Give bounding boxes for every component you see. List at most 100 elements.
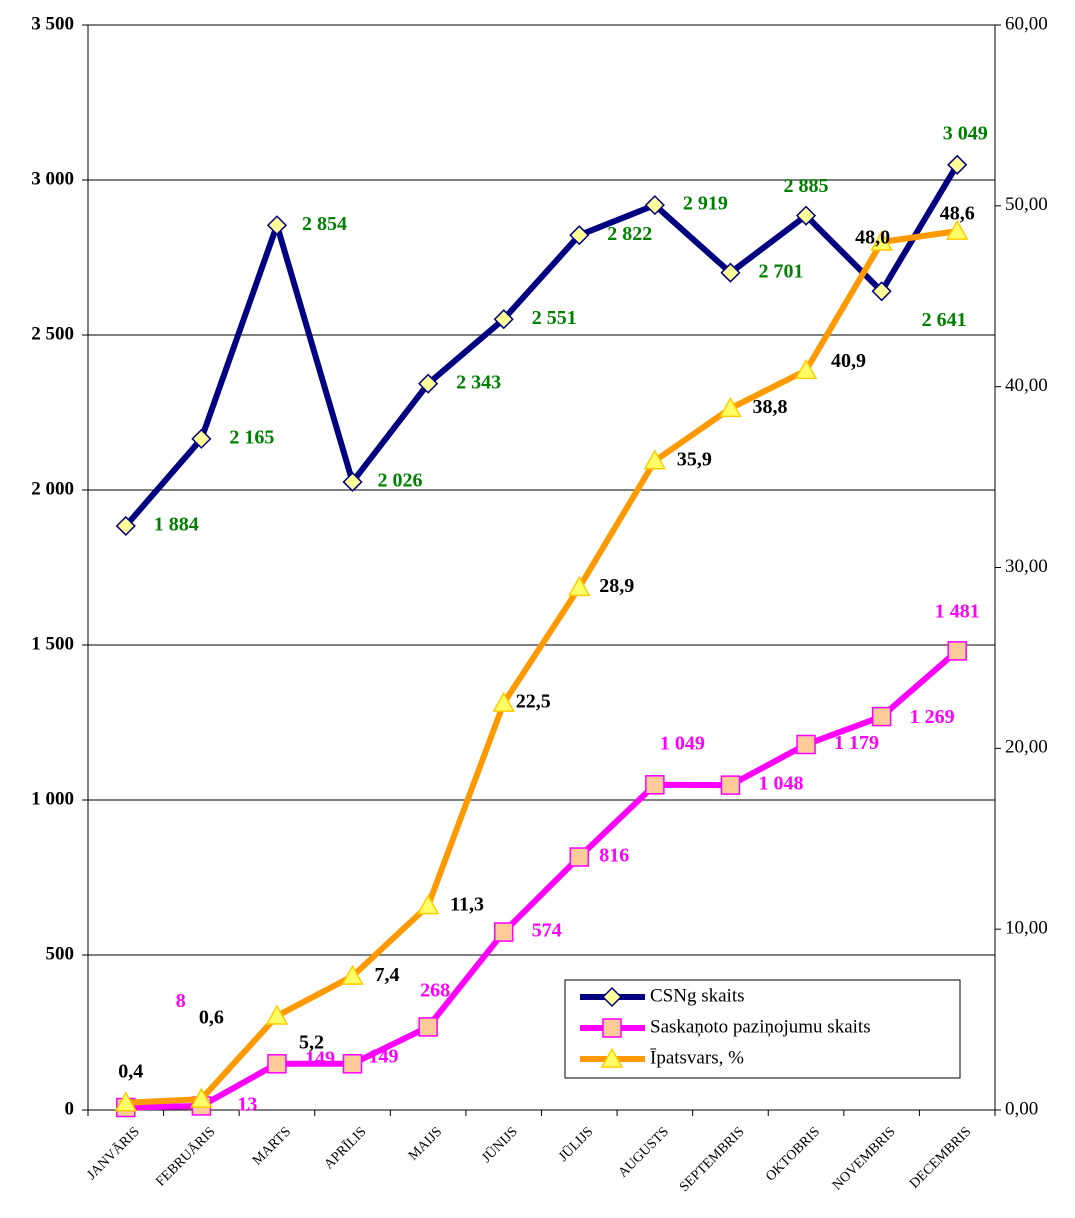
- x-tick-label: MARTS: [250, 1124, 294, 1168]
- value-label: 149: [369, 1045, 399, 1067]
- marker: [871, 281, 892, 302]
- value-label: 7,4: [375, 964, 400, 986]
- y2-tick-label: 60,00: [1005, 13, 1048, 34]
- value-label: 2 822: [607, 223, 652, 245]
- value-label: 268: [420, 980, 450, 1002]
- value-label: 2 551: [532, 307, 577, 329]
- marker: [115, 515, 136, 537]
- marker: [645, 775, 665, 795]
- marker: [492, 691, 515, 712]
- marker: [720, 775, 741, 795]
- marker: [266, 215, 288, 236]
- y-tick-label: 1 500: [31, 633, 74, 654]
- value-label: 2 343: [456, 371, 501, 393]
- value-label: 1 481: [935, 600, 980, 622]
- marker: [342, 1054, 363, 1074]
- x-tick-label: JŪLIJS: [555, 1124, 596, 1165]
- y2-tick-label: 20,00: [1005, 737, 1048, 758]
- y-tick-label: 3 000: [31, 168, 74, 189]
- marker: [719, 396, 742, 418]
- grid: [88, 24, 995, 956]
- value-label: 1 884: [154, 514, 199, 536]
- value-label: 3 049: [943, 122, 988, 144]
- marker: [601, 986, 623, 1008]
- marker: [947, 154, 968, 175]
- y-tick-label: 1 000: [31, 788, 74, 809]
- value-label: 11,3: [450, 893, 484, 915]
- value-label: 1 049: [660, 732, 705, 754]
- value-label: 48,6: [940, 203, 975, 225]
- marker: [342, 471, 363, 493]
- lines: [114, 154, 969, 1118]
- y2-tick-label: 30,00: [1005, 556, 1048, 577]
- marker: [600, 1047, 624, 1068]
- x-tick-label: MAIJS: [406, 1124, 445, 1163]
- value-label: 149: [305, 1047, 335, 1069]
- marker: [720, 262, 741, 283]
- marker: [493, 309, 514, 330]
- value-label: 0,4: [118, 1060, 143, 1082]
- value-label: 40,9: [831, 350, 866, 372]
- legend: CSNg skaits Saskaņoto paziņojumu skaits Īp…: [564, 979, 961, 1079]
- marker: [569, 225, 590, 246]
- x-tick-label: OKTOBRIS: [763, 1124, 823, 1184]
- value-label: 2 165: [229, 426, 274, 448]
- marker: [947, 641, 967, 661]
- marker: [870, 230, 893, 251]
- x-tick-label: APRĪLIS: [321, 1124, 370, 1173]
- value-label: 2 641: [922, 309, 967, 331]
- marker: [114, 1091, 138, 1112]
- y-tick-label: 2 000: [31, 478, 74, 499]
- labels: 1 884 2 165 2 854 2 026 2 343 2 551 2 822 2 919…: [118, 122, 987, 1115]
- x-tick-label: SEPTEMBRIS: [677, 1124, 748, 1195]
- y-tick-label: 2 500: [31, 323, 74, 344]
- marker: [267, 1054, 287, 1074]
- marker: [602, 1018, 622, 1038]
- marker: [265, 1004, 289, 1025]
- y2-tick-label: 50,00: [1005, 194, 1048, 215]
- marker: [418, 1017, 438, 1037]
- marker: [416, 894, 440, 915]
- x-tick-label: JANVĀRIS: [84, 1124, 143, 1183]
- value-label: 2 854: [302, 213, 347, 235]
- series-line: [123, 163, 960, 528]
- value-label: 816: [599, 845, 629, 867]
- marker: [190, 1087, 213, 1108]
- x-tick-label: NOVEMBRIS: [830, 1124, 899, 1193]
- legend-label: Saskaņoto paziņojumu skaits: [650, 1016, 871, 1037]
- value-label: 1 269: [910, 706, 955, 728]
- marker: [418, 373, 439, 394]
- marker: [341, 964, 364, 985]
- marker: [644, 195, 665, 216]
- marker: [796, 734, 816, 755]
- x-tick-label: FEBRUĀRIS: [153, 1124, 219, 1190]
- marker: [569, 847, 590, 867]
- legend-label: Īpatsvars, %: [650, 1047, 744, 1068]
- value-label: 35,9: [677, 448, 712, 470]
- value-label: 574: [532, 920, 562, 942]
- marker: [794, 358, 818, 380]
- marker: [871, 706, 892, 727]
- marker: [568, 575, 591, 597]
- y-tick-label: 3 500: [31, 13, 74, 34]
- value-label: 13: [237, 1094, 257, 1116]
- y-tick-label: 500: [46, 943, 75, 964]
- x-tick-label: JŪNIJS: [479, 1124, 521, 1166]
- y2-tick-label: 10,00: [1005, 918, 1048, 939]
- marker: [191, 428, 212, 449]
- value-label: 2 885: [784, 175, 829, 197]
- series-line: [125, 648, 960, 1111]
- marker: [643, 449, 667, 470]
- legend-label: CSNg skaits: [650, 985, 745, 1006]
- value-label: 28,9: [599, 575, 634, 597]
- value-label: 22,5: [516, 691, 551, 713]
- y-tick-label: 0: [65, 1098, 75, 1119]
- marker: [945, 219, 969, 240]
- x-tick-label: DECEMBRIS: [907, 1124, 974, 1191]
- value-label: 0,6: [199, 1007, 224, 1029]
- marker: [493, 922, 514, 942]
- value-label: 2 701: [758, 260, 803, 282]
- x-tick-label: AUGUSTS: [616, 1124, 672, 1180]
- value-label: 1 048: [758, 773, 803, 795]
